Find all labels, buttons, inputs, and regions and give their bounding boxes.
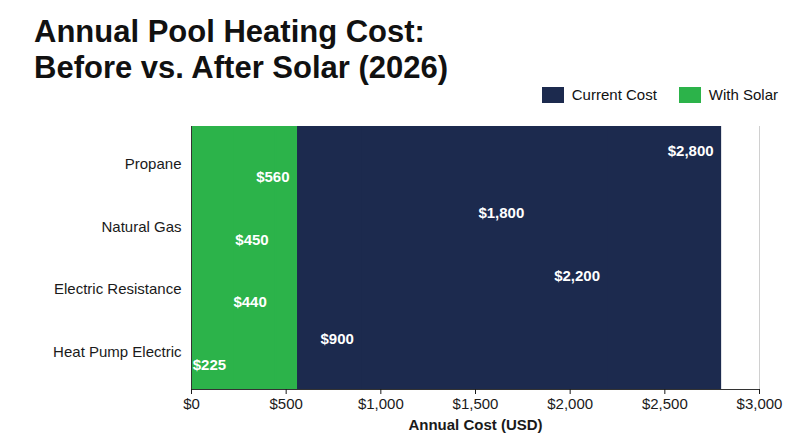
- svg-text:$1,800: $1,800: [478, 204, 524, 221]
- svg-text:Propane: Propane: [125, 155, 182, 172]
- svg-text:$0: $0: [183, 395, 200, 412]
- html-text:With Solar: With Solar: [708, 86, 778, 103]
- html-text:Annual Pool Heating Cost: Befo: Annual Pool Heating Cost: Before vs. Aft…: [34, 14, 449, 85]
- svg-text:$900: $900: [321, 330, 354, 347]
- svg-text:$3,000: $3,000: [737, 395, 783, 412]
- svg-text:Electric Resistance: Electric Resistance: [54, 280, 182, 297]
- svg-text:$440: $440: [233, 293, 266, 310]
- svg-text:$500: $500: [269, 395, 302, 412]
- svg-text:$2,000: $2,000: [547, 395, 593, 412]
- svg-text:Heat Pump Electric: Heat Pump Electric: [53, 343, 182, 360]
- svg-text:$1,000: $1,000: [358, 395, 404, 412]
- svg-text:Natural Gas: Natural Gas: [101, 217, 181, 234]
- html-text:Current Cost: Current Cost: [571, 86, 657, 103]
- svg-text:$2,200: $2,200: [554, 267, 600, 284]
- svg-text:Annual Cost (USD): Annual Cost (USD): [408, 416, 542, 433]
- svg-text:$560: $560: [256, 168, 289, 185]
- svg-text:$1,500: $1,500: [453, 395, 499, 412]
- svg-text:$225: $225: [193, 356, 226, 373]
- svg-text:$2,500: $2,500: [642, 395, 688, 412]
- svg-text:$450: $450: [235, 231, 268, 248]
- svg-text:$2,800: $2,800: [668, 142, 714, 159]
